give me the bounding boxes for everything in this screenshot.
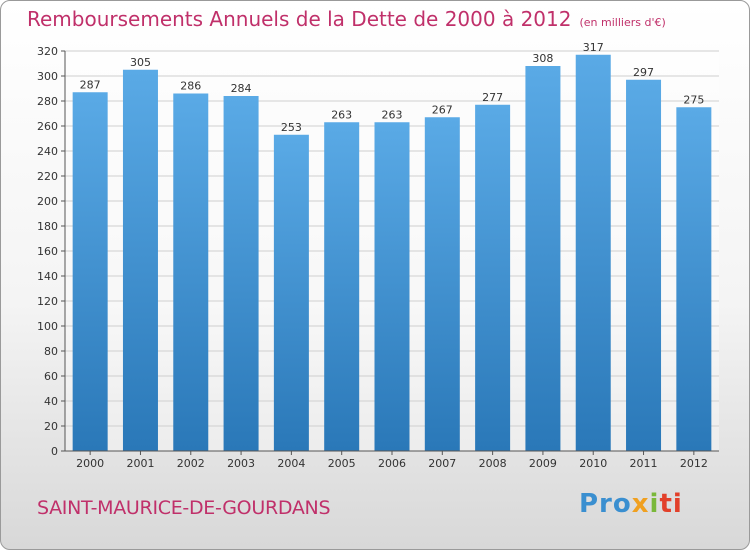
y-tick-label: 100 (37, 320, 58, 333)
x-tick-label: 2012 (680, 457, 708, 470)
value-label: 317 (583, 41, 604, 54)
unit-label: (en milliers d'€) (579, 16, 666, 29)
value-label: 277 (482, 91, 503, 104)
x-tick-label: 2006 (378, 457, 406, 470)
x-tick-label: 2007 (428, 457, 456, 470)
bar (424, 117, 460, 451)
x-tick-label: 2005 (328, 457, 356, 470)
value-label: 286 (180, 80, 201, 93)
x-tick-label: 2003 (227, 457, 255, 470)
x-tick-label: 2000 (76, 457, 104, 470)
x-tick-label: 2002 (177, 457, 205, 470)
title-text: Remboursements Annuels de la Dette de 20… (27, 7, 572, 31)
value-label: 305 (130, 56, 151, 69)
value-label: 287 (80, 78, 101, 91)
y-tick-label: 120 (37, 295, 58, 308)
y-tick-label: 0 (51, 445, 58, 458)
y-tick-label: 320 (37, 45, 58, 58)
bar (324, 122, 360, 451)
y-tick-label: 220 (37, 170, 58, 183)
y-tick-label: 200 (37, 195, 58, 208)
x-tick-label: 2008 (479, 457, 507, 470)
x-tick-label: 2011 (630, 457, 658, 470)
value-label: 253 (281, 121, 302, 134)
bar (223, 96, 259, 451)
y-tick-label: 60 (44, 370, 58, 383)
place-name: SAINT-MAURICE-DE-GOURDANS (37, 497, 331, 519)
y-tick-label: 80 (44, 345, 58, 358)
bar (626, 79, 662, 451)
value-label: 267 (432, 103, 453, 116)
labels: 287 305 286 284 253 263 263 267 277 308 317 297 275 (80, 41, 705, 134)
value-label: 263 (331, 108, 352, 121)
y-tick-label: 40 (44, 395, 58, 408)
chart-title: Remboursements Annuels de la Dette de 20… (27, 7, 666, 31)
bars (72, 54, 712, 451)
y-tick-label: 140 (37, 270, 58, 283)
y-tick-label: 180 (37, 220, 58, 233)
logo-part: x (631, 489, 650, 519)
x-tick-label: 2001 (126, 457, 154, 470)
y-tick-label: 160 (37, 245, 58, 258)
x-tick-label: 2010 (579, 457, 607, 470)
bar (173, 93, 209, 451)
x-tick-label: 2004 (277, 457, 305, 470)
bar (273, 134, 309, 451)
y-tick-label: 260 (37, 120, 58, 133)
value-label: 297 (633, 66, 654, 79)
y-tick-label: 280 (37, 95, 58, 108)
logo-part: Pro (579, 489, 632, 519)
y-tick-label: 300 (37, 70, 58, 83)
value-label: 308 (532, 52, 553, 65)
value-label: 275 (683, 93, 704, 106)
y-tick-label: 240 (37, 145, 58, 158)
bar (676, 107, 712, 451)
logo-part: i (649, 489, 660, 519)
y-tick-label: 20 (44, 420, 58, 433)
proxiti-logo: Proxiti (579, 489, 683, 519)
bar (475, 104, 511, 451)
value-label: 263 (382, 108, 403, 121)
logo-part: ti (659, 489, 683, 519)
bar (374, 122, 410, 451)
bar (72, 92, 108, 451)
x-tick-label: 2009 (529, 457, 557, 470)
bar (525, 66, 561, 451)
bar (122, 69, 158, 451)
value-label: 284 (231, 82, 252, 95)
axes: 0 20 40 60 80 100 120 140 160 180 200 220 240 260 280 3… (37, 45, 719, 470)
bar (575, 54, 611, 451)
